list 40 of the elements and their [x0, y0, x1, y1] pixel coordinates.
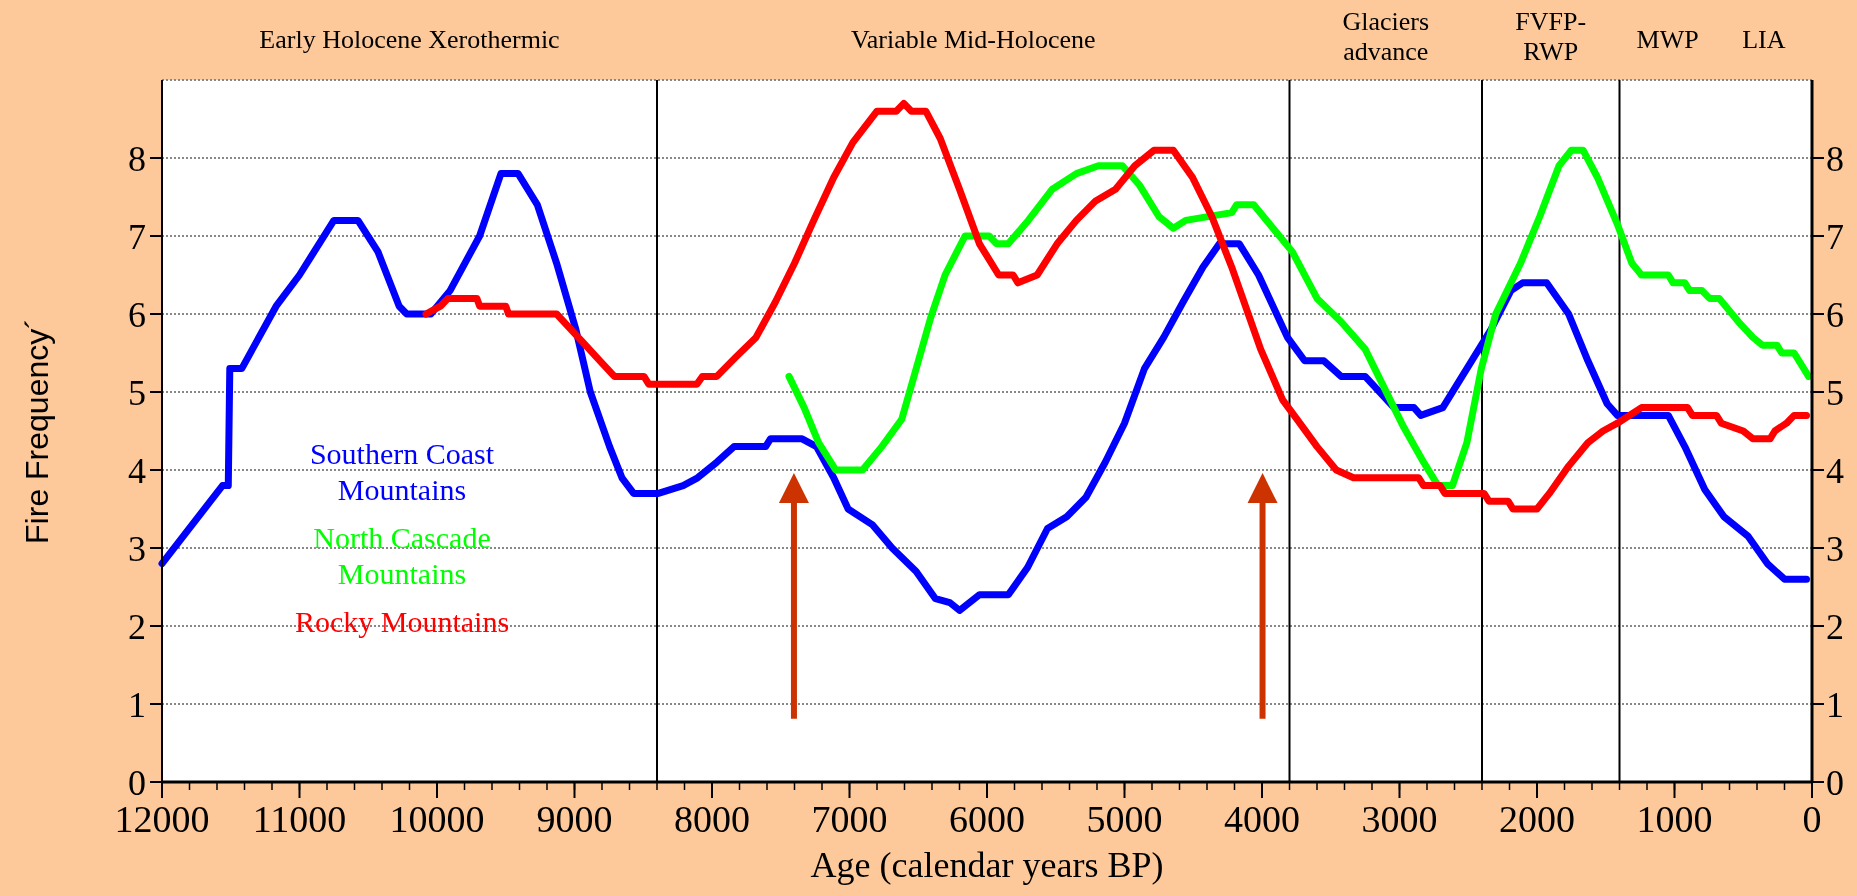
y2-tick-label: 4 [1826, 451, 1844, 491]
x-tick-label: 0 [1802, 798, 1822, 840]
x-tick-label: 10000 [389, 798, 485, 840]
y-tick-label: 2 [128, 607, 146, 647]
text: MWP [1636, 25, 1699, 54]
y2-tick-label: 1 [1826, 685, 1844, 725]
y-axis-title: Fire Frequency´ [19, 318, 55, 544]
text: Rocky Mountains [294, 605, 510, 638]
y2-tick-label: 6 [1826, 295, 1844, 335]
y2-tick-label: 2 [1826, 607, 1844, 647]
x-tick-label: 8000 [674, 798, 750, 840]
x-tick-label: 1000 [1636, 798, 1713, 840]
y2-tick-label: 5 [1826, 373, 1844, 413]
y-tick-label: 1 [128, 685, 146, 725]
y-tick-label: 4 [128, 451, 146, 491]
x-tick-label: 11000 [252, 798, 347, 840]
x-tick-label: 3000 [1361, 798, 1438, 840]
x-tick-label: 4000 [1224, 798, 1300, 840]
y-tick-label: 3 [128, 529, 146, 569]
x-tick-label: 6000 [949, 798, 1025, 840]
y2-tick-label: 7 [1826, 217, 1844, 257]
y-tick-label: 8 [128, 139, 146, 179]
x-tick-label: 5000 [1086, 798, 1163, 840]
x-axis-title: Age (calendar years BP) [810, 845, 1164, 885]
x-tick-label: 7000 [811, 798, 888, 840]
text: North Cascade Mountains [313, 521, 491, 590]
x-tick-label: 2000 [1499, 798, 1575, 840]
y2-tick-label: 0 [1826, 763, 1844, 803]
text: Glaciers advance [1342, 7, 1430, 66]
text: FVFP- RWP [1515, 7, 1587, 66]
text: Southern Coast Mountains [309, 437, 495, 506]
y-tick-label: 5 [128, 373, 146, 413]
y-tick-label: 7 [128, 217, 146, 257]
text: Early Holocene Xerothermic [259, 25, 560, 54]
x-tick-label: 9000 [536, 798, 613, 840]
text: LIA [1742, 25, 1786, 54]
y2-tick-label: 8 [1826, 139, 1844, 179]
y-tick-label: 6 [128, 295, 146, 335]
text: Variable Mid-Holocene [850, 25, 1096, 54]
y2-tick-label: 3 [1826, 529, 1844, 569]
